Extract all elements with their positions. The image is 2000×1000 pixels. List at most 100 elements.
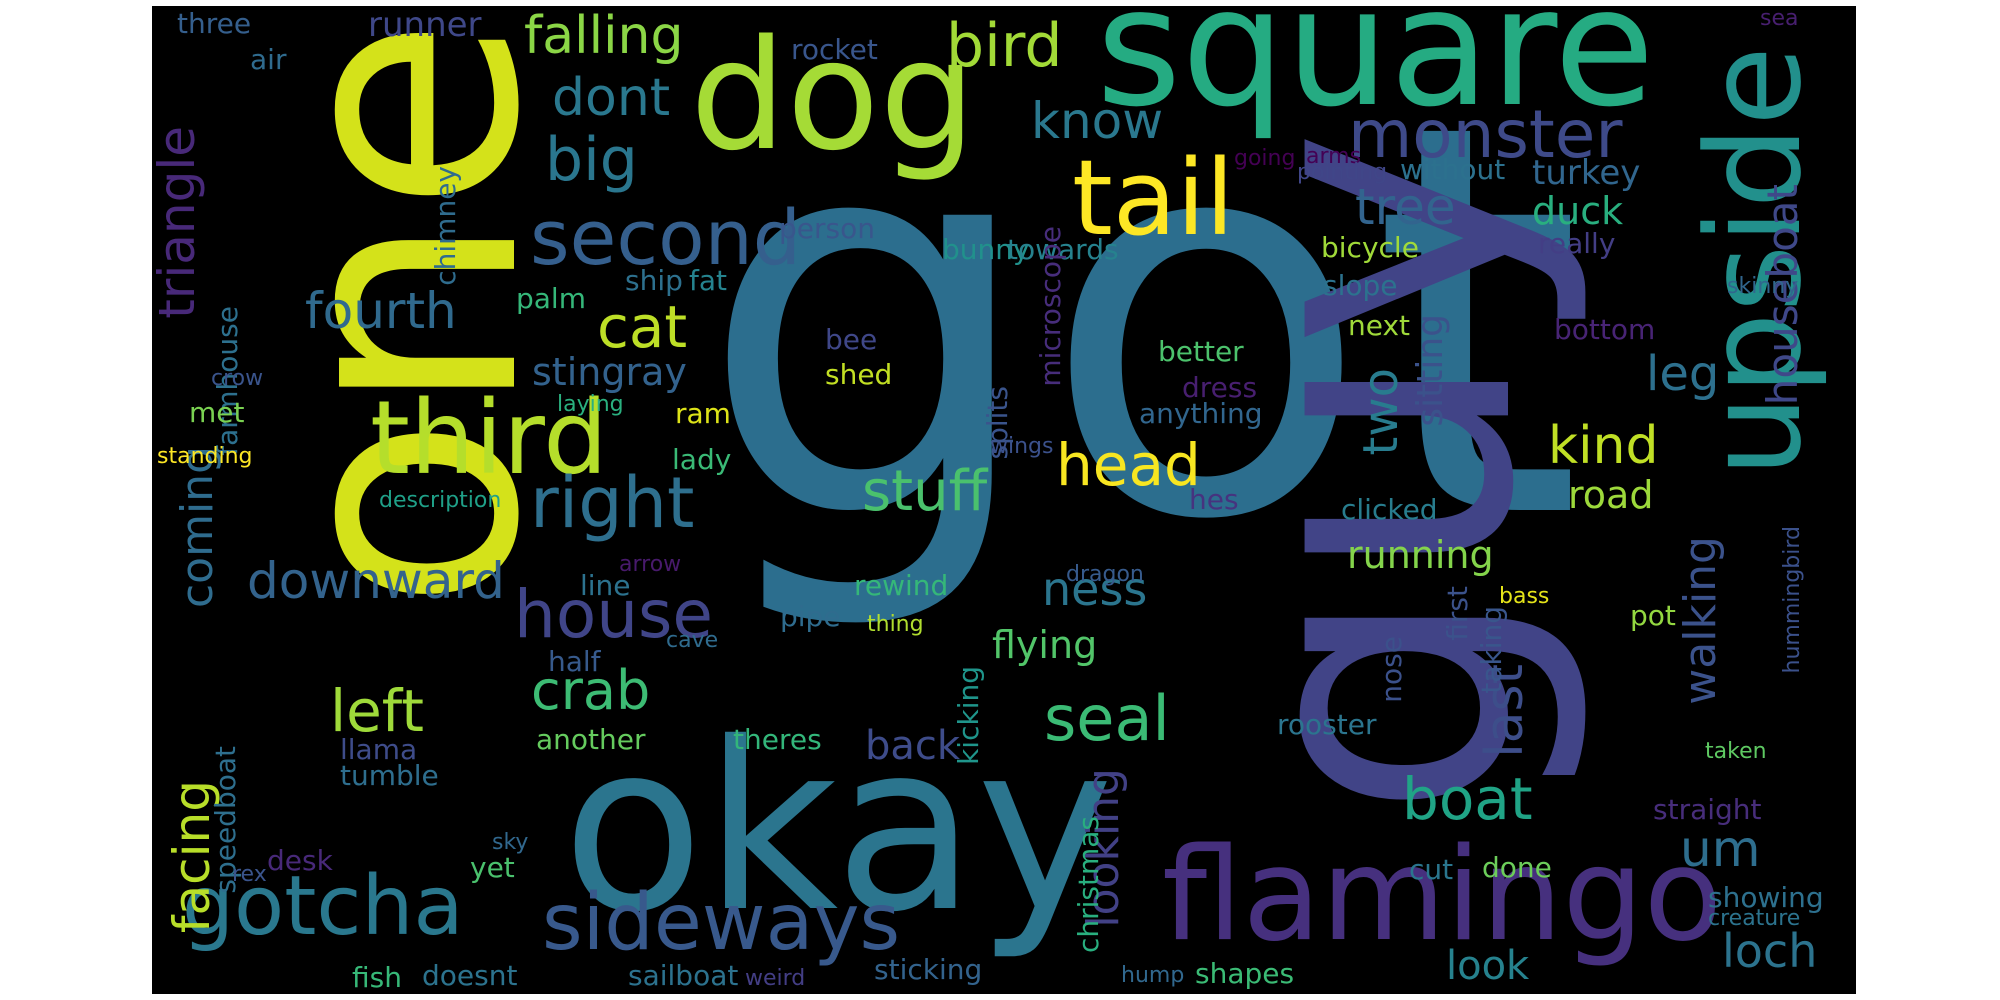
word-bass: bass xyxy=(1499,584,1550,609)
word-rocket: rocket xyxy=(791,33,878,66)
word-ness: ness xyxy=(1042,562,1148,616)
word-flying: flying xyxy=(992,623,1098,667)
word-second: second xyxy=(530,193,802,282)
word-lady: lady xyxy=(672,443,732,476)
word-leg: leg xyxy=(1646,346,1720,402)
word-cut: cut xyxy=(1409,853,1454,886)
word-okay: okay xyxy=(562,693,1114,963)
word-seal: seal xyxy=(1044,682,1170,755)
word-pointing: pointing xyxy=(1297,160,1388,185)
word-fish: fish xyxy=(352,961,402,994)
word-yet: yet xyxy=(470,851,515,884)
word-falling: falling xyxy=(524,6,684,66)
word-arms: arms xyxy=(1306,144,1362,169)
word-rex: rex xyxy=(232,862,267,887)
word-anything: anything xyxy=(1139,397,1263,430)
word-clicked: clicked xyxy=(1341,493,1438,526)
word-um: um xyxy=(1680,820,1761,878)
word-big: big xyxy=(545,125,638,195)
word-rewind: rewind xyxy=(854,569,949,602)
word-line: line xyxy=(580,569,631,602)
word-crab: crab xyxy=(531,659,651,722)
word-loch: loch xyxy=(1722,924,1818,978)
word-head: head xyxy=(1056,431,1201,499)
word-cloud: got one guy okay square dog upside flamingo thir… xyxy=(152,6,1856,994)
word-triangle: triangle xyxy=(152,126,206,319)
word-laying: laying xyxy=(557,392,624,417)
word-tree: tree xyxy=(1355,178,1456,236)
word-desk: desk xyxy=(267,844,333,877)
word-palm: palm xyxy=(516,282,586,315)
word-ship: ship xyxy=(625,264,683,297)
word-creature: creature xyxy=(1708,906,1801,931)
word-kicking: kicking xyxy=(952,666,985,765)
word-third: third xyxy=(370,379,608,498)
word-pot: pot xyxy=(1630,599,1676,632)
word-bicycle: bicycle xyxy=(1321,231,1419,264)
word-ram: ram xyxy=(675,397,731,430)
word-turkey: turkey xyxy=(1532,153,1641,193)
word-description: description xyxy=(379,488,502,513)
word-right: right xyxy=(530,462,695,544)
word-llama: llama xyxy=(340,733,418,766)
word-thing: thing xyxy=(867,612,924,637)
word-skinny: skinny xyxy=(1727,274,1799,299)
word-bird: bird xyxy=(946,11,1063,81)
word-back: back xyxy=(865,723,961,769)
word-stingray: stingray xyxy=(532,350,687,394)
word-fat: fat xyxy=(689,264,727,297)
word-another: another xyxy=(536,723,646,756)
word-better: better xyxy=(1158,335,1244,368)
word-microscope: microscope xyxy=(1034,226,1067,387)
word-sea: sea xyxy=(1760,6,1799,31)
word-know: know xyxy=(1031,92,1164,150)
word-without: without xyxy=(1400,153,1506,186)
word-monster: monster xyxy=(1348,96,1623,173)
word-downward: downward xyxy=(247,552,505,610)
word-two: two xyxy=(1353,368,1409,456)
word-bee: bee xyxy=(825,323,878,356)
word-first: first xyxy=(1441,586,1474,641)
word-kind: kind xyxy=(1548,416,1659,476)
word-person: person xyxy=(779,212,875,245)
word-taken: taken xyxy=(1705,739,1767,764)
word-hump: hump xyxy=(1121,963,1185,988)
word-shed: shed xyxy=(825,358,893,391)
word-dont: dont xyxy=(552,68,671,128)
word-cave: cave xyxy=(666,628,719,653)
word-taking: taking xyxy=(1475,606,1508,694)
word-sitting: sitting xyxy=(1410,314,1451,427)
word-standing: standing xyxy=(157,444,253,469)
word-left: left xyxy=(330,677,424,745)
word-bunny: bunny xyxy=(942,233,1030,266)
word-cat: cat xyxy=(597,293,688,361)
word-boat: boat xyxy=(1402,765,1533,833)
word-bottom: bottom xyxy=(1554,313,1656,346)
word-sailboat: sailboat xyxy=(628,959,739,992)
word-tail: tail xyxy=(1072,137,1235,259)
word-sideways: sideways xyxy=(542,878,901,968)
word-slope: slope xyxy=(1323,269,1398,302)
word-square: square xyxy=(1096,6,1655,143)
word-runner: runner xyxy=(368,6,482,45)
word-house: house xyxy=(514,576,714,653)
word-weird: weird xyxy=(745,966,806,991)
word-nose: nose xyxy=(1375,636,1408,703)
word-doesnt: doesnt xyxy=(422,959,518,992)
word-arrow: arrow xyxy=(619,552,682,577)
word-sky: sky xyxy=(492,830,529,855)
word-rooster: rooster xyxy=(1277,708,1377,741)
word-look: look xyxy=(1446,943,1530,989)
word-dog: dog xyxy=(690,7,976,184)
word-really: really xyxy=(1538,227,1616,260)
word-sticking: sticking xyxy=(874,953,983,986)
word-towards: towards xyxy=(1007,233,1119,266)
word-met: met xyxy=(189,396,245,429)
word-flamingo: flamingo xyxy=(1162,821,1722,970)
word-got: got xyxy=(698,10,1583,638)
word-walking: walking xyxy=(1675,536,1726,705)
word-shapes: shapes xyxy=(1195,957,1295,990)
word-duck: duck xyxy=(1532,189,1624,233)
word-tumble: tumble xyxy=(340,759,439,792)
word-next: next xyxy=(1348,309,1411,342)
